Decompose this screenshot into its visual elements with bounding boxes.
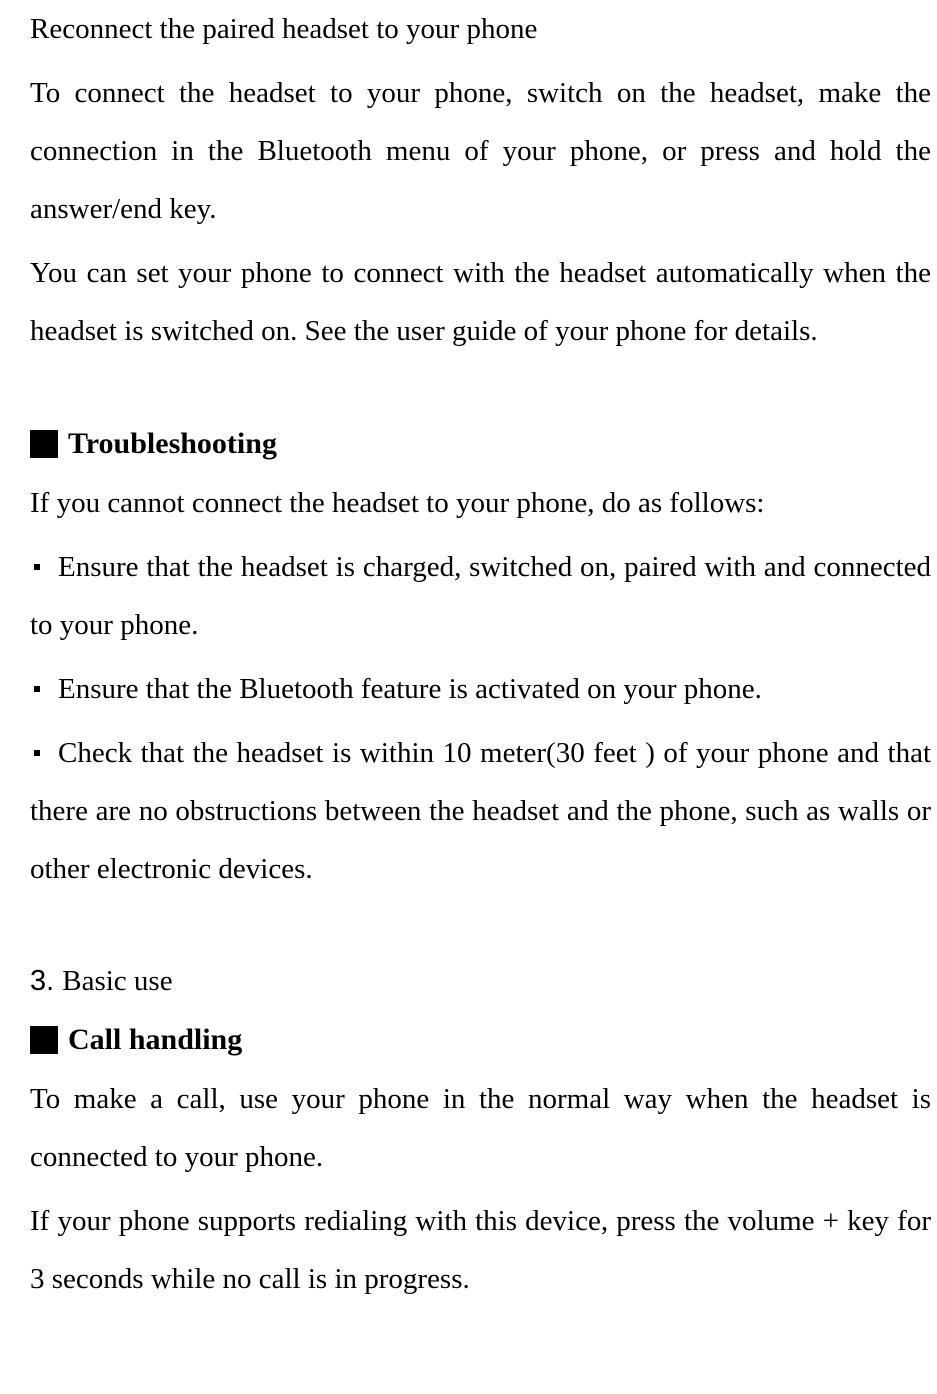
spacer-2: [30, 904, 931, 952]
troubleshooting-bullet3: Check that the headset is within 10 mete…: [30, 724, 931, 898]
troubleshooting-intro: If you cannot connect the headset to you…: [30, 474, 931, 532]
callhandling-para2: If your phone supports redialing with th…: [30, 1192, 931, 1308]
section-number: 3.: [30, 965, 54, 997]
callhandling-header: Call handling: [30, 1010, 931, 1070]
square-bullet-icon: [30, 430, 58, 458]
troubleshooting-header-text: Troubleshooting: [68, 427, 277, 460]
bullet2-text: Ensure that the Bluetooth feature is act…: [58, 673, 762, 705]
troubleshooting-bullet1: Ensure that the headset is charged, swit…: [30, 538, 931, 654]
bullet-icon: [34, 750, 40, 756]
square-bullet-icon: [30, 1026, 58, 1054]
troubleshooting-header: Troubleshooting: [30, 414, 931, 474]
bullet-icon: [34, 564, 40, 570]
bullet3-text: Check that the headset is within 10 mete…: [30, 737, 931, 885]
callhandling-header-text: Call handling: [68, 1023, 242, 1056]
reconnect-subheading: Reconnect the paired headset to your pho…: [30, 0, 931, 58]
reconnect-para2: You can set your phone to connect with t…: [30, 244, 931, 360]
bullet1-text: Ensure that the headset is charged, swit…: [30, 551, 931, 641]
callhandling-para1: To make a call, use your phone in the no…: [30, 1070, 931, 1186]
spacer-1: [30, 366, 931, 414]
bullet-icon: [34, 686, 40, 692]
document-content: Reconnect the paired headset to your pho…: [0, 0, 937, 1308]
section3-number: 3. Basic use: [30, 952, 931, 1010]
section3-title: Basic use: [62, 965, 172, 997]
reconnect-para1: To connect the headset to your phone, sw…: [30, 64, 931, 238]
troubleshooting-bullet2: Ensure that the Bluetooth feature is act…: [30, 660, 931, 718]
